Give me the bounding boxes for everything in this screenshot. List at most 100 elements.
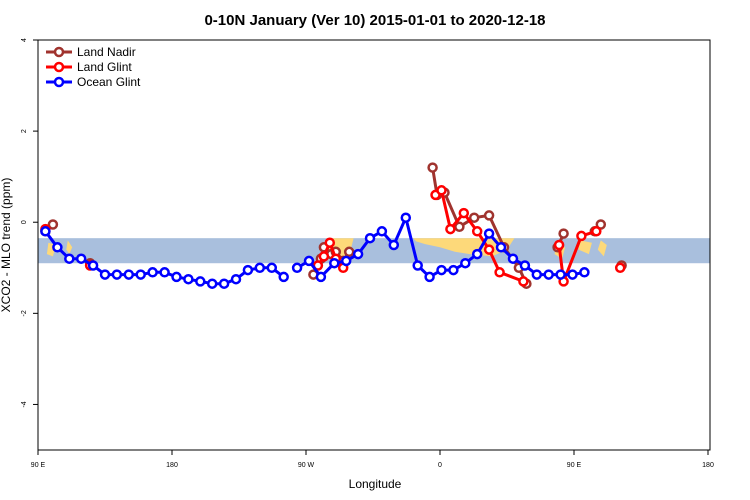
land-mass <box>597 240 607 257</box>
legend-swatch-marker <box>53 76 65 88</box>
data-point <box>518 276 529 287</box>
data-point <box>555 269 566 280</box>
data-point <box>206 278 218 289</box>
data-point <box>424 271 435 283</box>
legend-entry-label: Ocean Glint <box>77 75 141 89</box>
x-tick-label: 180 <box>166 462 178 469</box>
x-tick-label: 0 <box>438 462 442 469</box>
data-point <box>507 253 519 264</box>
data-point <box>230 273 242 285</box>
data-point <box>147 267 158 278</box>
series-layer <box>40 162 627 289</box>
data-point <box>445 223 456 235</box>
y-tick-label: 4 <box>21 38 28 42</box>
x-tick-label: 180 <box>702 462 714 469</box>
data-point <box>87 260 99 271</box>
data-point <box>318 251 330 262</box>
data-point <box>291 262 303 274</box>
data-point <box>75 253 87 264</box>
y-tick-label: -2 <box>21 310 28 316</box>
data-point <box>595 219 607 230</box>
data-point <box>303 255 315 267</box>
data-point <box>254 262 266 274</box>
legend-entry-label: Land Glint <box>77 60 132 74</box>
data-point <box>123 269 135 280</box>
data-point <box>412 260 423 271</box>
x-tick-label: 90 E <box>567 462 582 469</box>
data-point <box>364 232 376 244</box>
data-point <box>519 260 531 271</box>
data-point <box>495 242 507 253</box>
data-point <box>324 237 336 248</box>
data-point <box>483 228 495 239</box>
data-point <box>218 278 230 289</box>
data-point <box>553 239 565 251</box>
series-land-nadir <box>40 162 627 289</box>
data-point <box>543 269 554 280</box>
data-point <box>468 212 480 223</box>
data-point <box>135 269 146 280</box>
land-ocean-band <box>38 238 710 264</box>
data-point <box>183 273 194 285</box>
data-point <box>458 207 470 219</box>
y-tick-label: -4 <box>21 401 28 407</box>
y-axis-label: XCO2 - MLO trend (ppm) <box>0 178 13 313</box>
data-point <box>436 264 447 276</box>
legend-entry-label: Land Nadir <box>77 45 136 59</box>
data-point <box>483 244 495 255</box>
x-tick-label: 90 E <box>31 462 46 469</box>
series-ocean-glint <box>40 212 590 289</box>
data-point <box>340 255 352 267</box>
data-point <box>454 221 465 233</box>
data-point <box>558 228 569 239</box>
data-point <box>448 264 459 276</box>
data-point <box>266 262 278 274</box>
data-point <box>471 226 483 237</box>
data-point <box>242 264 254 276</box>
plot-frame <box>37 39 711 451</box>
data-point <box>471 248 483 260</box>
data-point <box>388 239 400 251</box>
data-point <box>591 226 602 237</box>
data-point <box>483 210 495 221</box>
land-mass <box>578 240 592 255</box>
data-point <box>64 253 75 264</box>
data-point <box>343 246 355 258</box>
y-tick-label: 2 <box>21 129 28 133</box>
data-point <box>400 212 412 223</box>
data-point <box>614 262 626 274</box>
data-point <box>531 269 543 280</box>
x-axis: 90 E 180 90 W 0 90 E 180 <box>31 450 714 469</box>
data-point <box>352 248 364 260</box>
x-tick-label: 90 W <box>298 462 315 469</box>
y-tick-label: 0 <box>21 220 28 224</box>
land-mass <box>66 240 73 255</box>
data-point <box>99 269 111 280</box>
data-point <box>329 257 340 269</box>
data-point <box>47 219 59 230</box>
data-point <box>195 276 206 287</box>
x-axis-label: Longitude <box>349 477 402 491</box>
data-point <box>315 271 327 283</box>
ocean-band <box>38 238 710 264</box>
data-point <box>427 162 438 173</box>
data-point <box>40 226 51 237</box>
data-point <box>376 226 388 237</box>
series-line <box>557 229 597 283</box>
data-point <box>159 267 170 278</box>
data-point <box>52 242 63 253</box>
data-point <box>494 267 505 278</box>
data-point <box>579 267 590 278</box>
legend-swatch-marker <box>53 46 65 58</box>
data-point <box>278 271 289 283</box>
y-axis: 4 2 0 -2 -4 <box>21 38 38 408</box>
chart-title: 0-10N January (Ver 10) 2015-01-01 to 202… <box>204 12 545 29</box>
legend-swatch-marker <box>53 61 65 73</box>
data-point <box>436 185 447 196</box>
data-point <box>111 269 123 280</box>
data-point <box>171 271 182 283</box>
data-point <box>460 257 471 269</box>
data-point <box>567 269 578 280</box>
